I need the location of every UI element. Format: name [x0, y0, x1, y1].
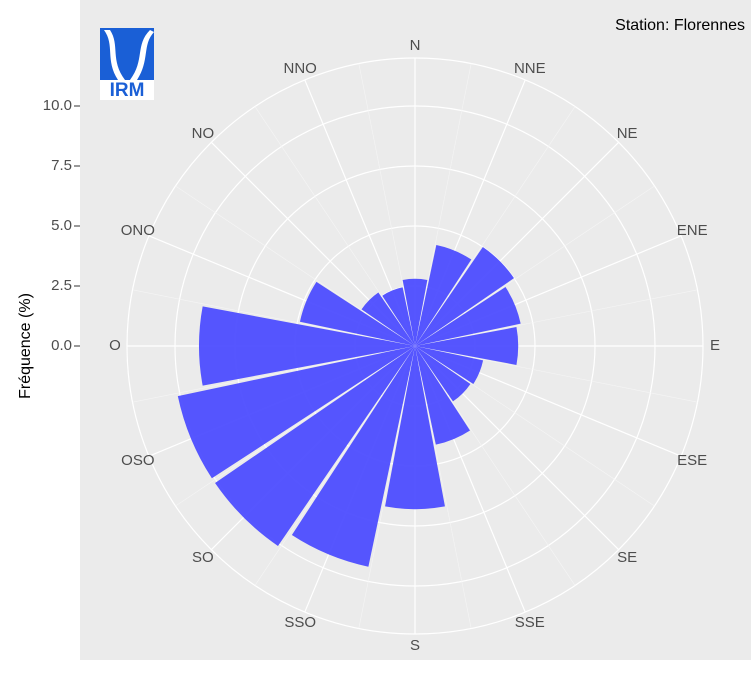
minor-spoke [254, 106, 416, 347]
minor-spoke [414, 63, 472, 347]
bar [299, 281, 415, 346]
station-label: Station: Florennes [615, 17, 745, 34]
minor-spoke [414, 106, 576, 347]
minor-spoke [358, 345, 416, 629]
logo-wave [104, 30, 125, 80]
minor-spoke [414, 345, 472, 629]
bar [415, 327, 519, 365]
bar [361, 292, 415, 346]
bar [215, 346, 415, 546]
direction-label: NE [617, 125, 638, 142]
y-tick-label: 0.0 [51, 337, 72, 354]
bars [177, 245, 521, 567]
minor-spoke [414, 345, 698, 403]
direction-label: SO [192, 549, 214, 566]
direction-label: SSE [515, 614, 545, 631]
y-tick-label: 2.5 [51, 277, 72, 294]
logo-band [100, 80, 154, 100]
direction-label: N [410, 37, 421, 54]
bar [415, 346, 471, 402]
direction-label: NO [192, 125, 215, 142]
direction-label: NNO [284, 60, 317, 77]
direction-label: E [710, 337, 720, 354]
direction-label: OSO [121, 452, 154, 469]
bar [415, 346, 484, 384]
logo-text: IRM [110, 80, 145, 101]
y-tick-label: 10.0 [43, 97, 72, 114]
logo-wave [130, 30, 154, 80]
logo: IRM [100, 28, 154, 101]
direction-label: SE [617, 549, 637, 566]
y-tick-label: 7.5 [51, 157, 72, 174]
minor-spoke [132, 289, 416, 347]
direction-label: ESE [677, 452, 707, 469]
minor-spoke [414, 345, 655, 507]
direction-label: ENE [677, 222, 708, 239]
minor-spoke [414, 185, 655, 347]
bar [415, 247, 514, 346]
bar [415, 346, 471, 445]
minor-spoke [254, 345, 416, 586]
minor-spoke [414, 289, 698, 347]
bar [385, 346, 445, 510]
bar [382, 287, 415, 346]
direction-label: S [410, 637, 420, 654]
minor-spoke [132, 345, 416, 403]
bar [199, 306, 415, 386]
direction-label: O [109, 337, 121, 354]
minor-spoke [175, 345, 416, 507]
direction-label: SSO [284, 614, 316, 631]
direction-label: NNE [514, 60, 546, 77]
y-axis-title: Fréquence (%) [17, 293, 34, 399]
direction-label: ONO [121, 222, 155, 239]
minor-spoke [358, 63, 416, 347]
bar [415, 287, 521, 346]
minor-spoke [175, 185, 416, 347]
minor-spoke [414, 345, 576, 586]
bar [402, 278, 428, 346]
y-tick-label: 5.0 [51, 217, 72, 234]
bar [415, 245, 472, 346]
bar [291, 346, 415, 567]
bar [177, 346, 415, 479]
